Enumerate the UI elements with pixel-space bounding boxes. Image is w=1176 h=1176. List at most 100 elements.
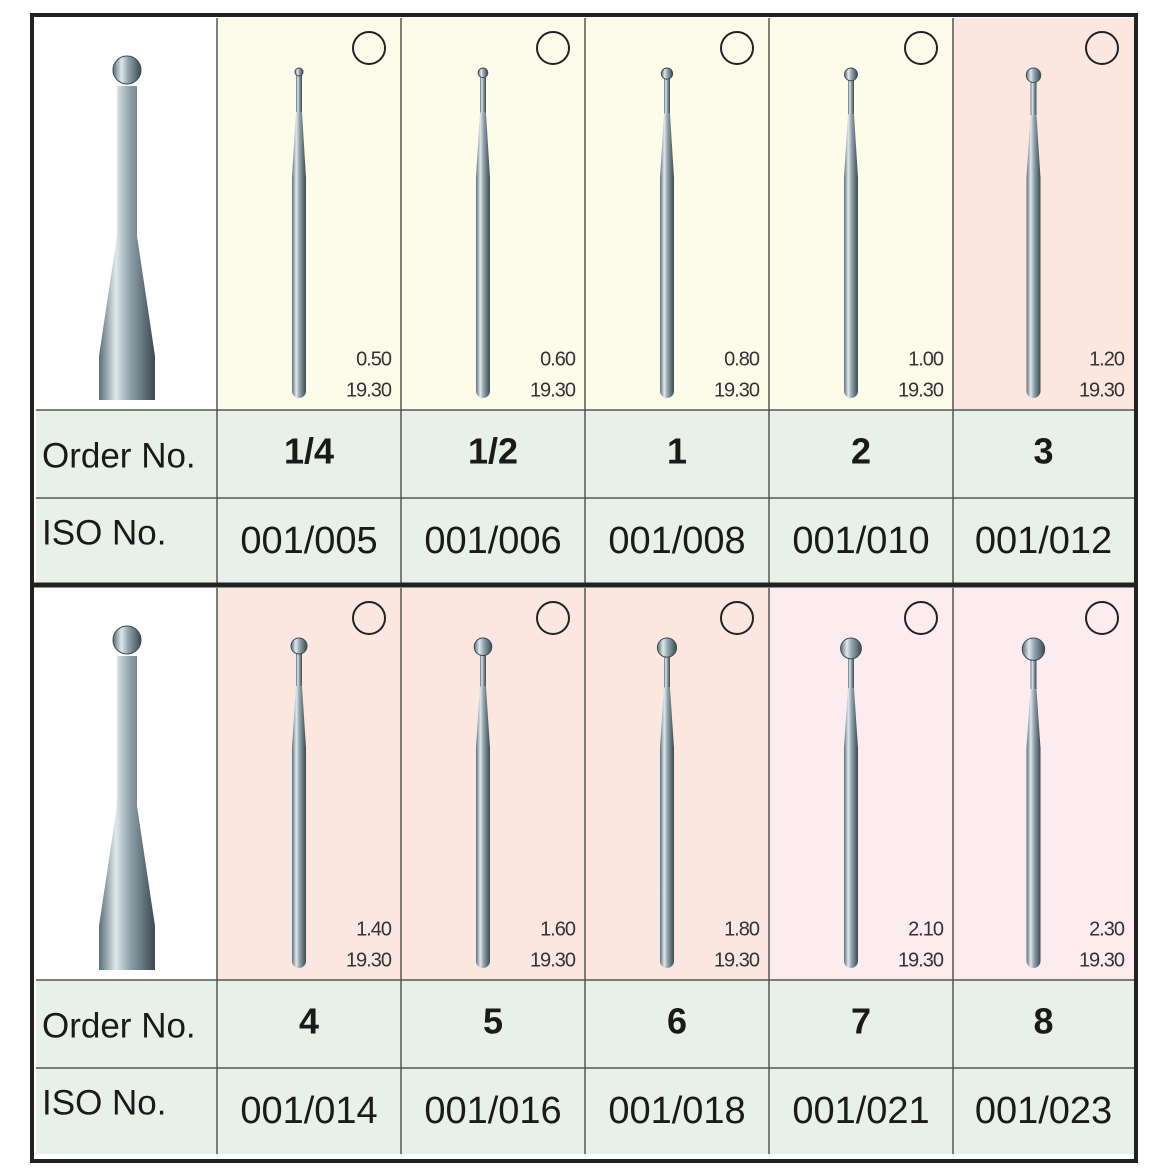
product-cell	[585, 588, 769, 980]
select-circle[interactable]	[720, 31, 754, 65]
select-circle[interactable]	[720, 601, 754, 635]
bur-image	[840, 637, 862, 968]
bur-size: 2.10	[908, 918, 944, 940]
order-number: 1	[667, 431, 687, 472]
bur-size: 0.60	[540, 348, 576, 370]
bur-length: 19.30	[898, 379, 944, 401]
bur-size: 0.50	[356, 348, 392, 370]
product-cell	[953, 18, 1134, 410]
bur-shank	[476, 686, 490, 968]
bur-head	[1021, 637, 1046, 661]
product-cell	[217, 18, 401, 410]
product-cell	[585, 18, 769, 410]
bur-length: 19.30	[714, 949, 760, 971]
order-number: 3	[1033, 431, 1053, 472]
iso-number: 001/021	[792, 1090, 929, 1132]
outer-border	[30, 13, 1138, 1163]
iso-number: 001/012	[975, 520, 1112, 562]
bur-image	[844, 67, 858, 399]
bur-head	[294, 67, 304, 77]
bur-shank	[844, 688, 858, 968]
bur-neck	[848, 74, 854, 115]
bur-length: 19.30	[346, 379, 392, 401]
bur-head	[112, 625, 142, 655]
bur-image	[656, 637, 678, 968]
order-number: 2	[851, 431, 871, 472]
bur-neck	[480, 72, 486, 113]
iso-number: 001/014	[240, 1090, 377, 1132]
iso-number: 001/010	[792, 520, 929, 562]
iso-label: ISO No.	[42, 513, 166, 552]
bur-neck	[296, 72, 302, 112]
order-label: Order No.	[42, 436, 196, 475]
bur-image	[99, 625, 155, 970]
order-number: 5	[483, 1001, 503, 1042]
bur-shank	[99, 86, 155, 400]
bur-head	[1025, 67, 1042, 83]
bur-head	[844, 67, 858, 82]
bur-head	[473, 637, 493, 657]
order-number: 7	[851, 1001, 871, 1042]
iso-number: 001/008	[608, 520, 745, 562]
product-cell	[401, 18, 585, 410]
iso-number: 001/005	[240, 520, 377, 562]
product-cell	[769, 588, 953, 980]
product-cell	[769, 18, 953, 410]
select-circle[interactable]	[1085, 31, 1119, 65]
bur-image	[1025, 67, 1042, 399]
bur-shank	[660, 687, 674, 968]
order-number: 8	[1033, 1001, 1053, 1042]
select-circle[interactable]	[536, 31, 570, 65]
bur-neck	[848, 648, 854, 689]
bur-neck	[1030, 75, 1037, 116]
bur-neck	[664, 73, 670, 114]
iso-number: 001/006	[424, 520, 561, 562]
bur-size: 1.80	[724, 918, 760, 940]
order-number: 1/2	[468, 431, 518, 472]
bur-shank	[844, 114, 858, 399]
bur-image	[292, 67, 306, 398]
bur-neck	[1030, 649, 1037, 690]
bur-head	[290, 637, 308, 655]
product-cell	[217, 588, 401, 980]
iso-number: 001/016	[424, 1090, 561, 1132]
bur-shank	[1026, 115, 1041, 399]
select-circle[interactable]	[352, 31, 386, 65]
bur-shank	[660, 113, 674, 398]
bur-image	[99, 55, 155, 400]
select-circle[interactable]	[536, 601, 570, 635]
bur-length: 19.30	[1079, 379, 1125, 401]
bur-size: 1.40	[356, 918, 392, 940]
bur-shank	[1026, 689, 1041, 969]
bur-shank	[99, 656, 155, 970]
bur-neck	[664, 647, 670, 688]
bur-head	[660, 67, 674, 80]
select-circle[interactable]	[904, 601, 938, 635]
order-number: 4	[299, 1001, 319, 1042]
select-circle[interactable]	[904, 31, 938, 65]
bur-size: 1.00	[908, 348, 944, 370]
bur-neck	[296, 646, 302, 686]
select-circle[interactable]	[352, 601, 386, 635]
bur-neck	[480, 646, 486, 687]
bur-length: 19.30	[530, 379, 576, 401]
order-number: 1/4	[284, 431, 334, 472]
bur-image	[1021, 637, 1046, 969]
bur-image	[660, 67, 674, 398]
bur-size: 1.20	[1089, 348, 1125, 370]
bur-head	[656, 637, 678, 658]
bur-image	[476, 67, 490, 399]
bur-head	[840, 637, 862, 660]
bur-size: 2.30	[1089, 918, 1125, 940]
product-cell	[401, 588, 585, 980]
iso-number: 001/018	[608, 1090, 745, 1132]
bur-shank	[292, 112, 306, 398]
bur-size: 1.60	[540, 918, 576, 940]
iso-number: 001/023	[975, 1090, 1112, 1132]
bur-shank	[476, 112, 490, 399]
bur-length: 19.30	[898, 949, 944, 971]
bur-image	[473, 637, 493, 968]
bur-head	[477, 67, 489, 79]
select-circle[interactable]	[1085, 601, 1119, 635]
